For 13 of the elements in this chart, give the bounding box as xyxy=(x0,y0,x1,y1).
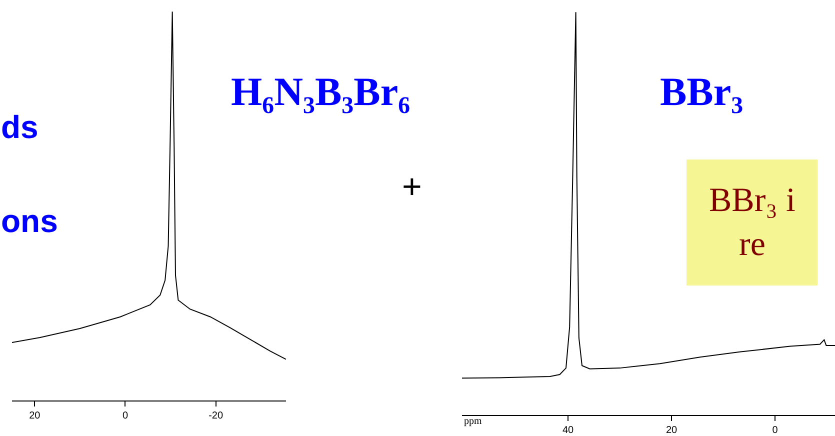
text: BBr₃ xyxy=(660,69,744,114)
annotation: ds xyxy=(1,109,38,145)
x-tick-label: 0 xyxy=(772,425,778,436)
annotation: ons xyxy=(1,203,58,239)
text: + xyxy=(402,168,422,206)
x-tick-label: -20 xyxy=(208,410,224,422)
x-axis-title: ppm xyxy=(464,416,482,427)
x-tick-label: 40 xyxy=(562,425,574,436)
text: H₆N₃B₃Br₆ xyxy=(231,69,410,114)
annotation: BBr₃ i re xyxy=(709,182,796,264)
x-tick-label: 20 xyxy=(666,425,678,436)
x-tick-label: 0 xyxy=(122,410,128,422)
x-tick-label: 20 xyxy=(29,410,41,422)
